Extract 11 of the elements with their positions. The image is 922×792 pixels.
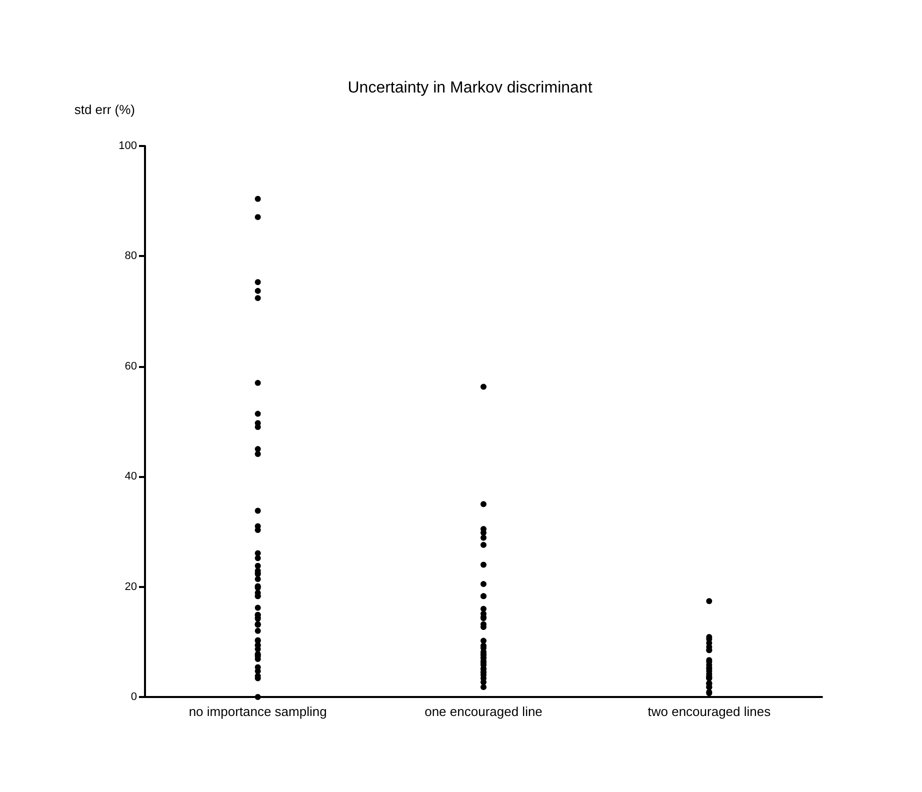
y-tick-label: 0 — [130, 691, 137, 703]
y-tick-label: 20 — [124, 580, 137, 593]
x-tick-label: one encouraged line — [424, 704, 542, 719]
y-tick-label: 80 — [124, 250, 137, 262]
y-tick-label: 60 — [124, 360, 137, 372]
x-tick-label: no importance sampling — [188, 704, 327, 719]
chart-title: Uncertainty in Markov discriminant — [348, 80, 593, 96]
x-tick-label: two encouraged lines — [648, 704, 772, 719]
y-tick-label: 40 — [124, 470, 137, 483]
y-axis-title: std err (%) — [74, 102, 135, 117]
y-tick-label: 100 — [118, 140, 137, 152]
